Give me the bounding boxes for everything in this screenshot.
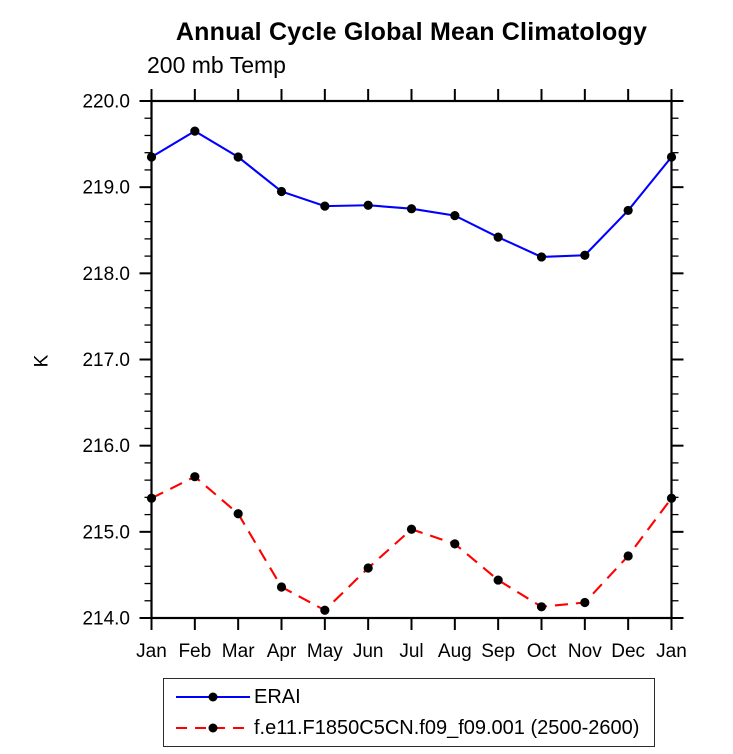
data-point-marker (363, 200, 373, 210)
x-tick-label: Aug (438, 641, 472, 662)
x-tick-label: Jan (136, 641, 167, 662)
data-point-marker (146, 493, 157, 503)
data-point-marker (233, 152, 243, 162)
model-marker-dot-icon (208, 723, 218, 733)
x-tick-label: Sep (481, 641, 515, 662)
y-tick-label: 216.0 (82, 436, 130, 457)
erai-line-sample (176, 692, 250, 702)
data-point-marker (580, 597, 590, 608)
data-point-marker (146, 152, 157, 162)
x-tick-label: Feb (178, 641, 211, 662)
x-tick-label: Mar (222, 641, 255, 662)
data-point-marker (493, 232, 503, 242)
legend-row-erai: ERAI (176, 683, 654, 712)
legend-row-model: f.e11.F1850C5CN.f09_f09.001 (2500-2600) (176, 714, 654, 743)
x-tick-label: Nov (568, 641, 602, 662)
legend-box: ERAI f.e11.F1850C5CN.f09_f09.001 (2500-2… (163, 678, 655, 747)
model-line (151, 475, 673, 612)
data-point-marker (536, 252, 547, 262)
chart-title: Annual Cycle Global Mean Climatology (175, 18, 648, 46)
data-point-marker (666, 493, 677, 503)
data-point-marker (580, 250, 590, 260)
x-tick-label: Apr (267, 641, 297, 662)
x-tick-label: Jan (656, 641, 687, 662)
data-point-marker (666, 152, 677, 162)
data-point-marker (190, 472, 200, 482)
data-point-marker (233, 509, 243, 519)
erai-line (150, 129, 673, 259)
legend-label-model: f.e11.F1850C5CN.f09_f09.001 (2500-2600) (254, 716, 640, 739)
data-point-marker (406, 524, 417, 534)
y-tick-label: 218.0 (82, 264, 130, 285)
data-point-marker (450, 539, 460, 549)
model-line-sample (176, 723, 250, 733)
y-tick-label: 214.0 (82, 609, 130, 630)
y-tick-label: 219.0 (82, 178, 130, 199)
y-tick-label: 215.0 (82, 522, 130, 543)
data-point-marker (320, 201, 330, 211)
legend-label-erai: ERAI (254, 685, 301, 708)
y-tick-label: 220.0 (82, 92, 130, 113)
data-point-marker (406, 204, 417, 214)
plot-border (150, 99, 673, 620)
data-point-marker (320, 605, 330, 615)
x-tick-label: May (307, 641, 343, 662)
y-tick-label: 217.0 (82, 350, 130, 371)
x-tick-label: Dec (611, 641, 645, 662)
x-tick-label: Jul (399, 641, 423, 662)
data-point-marker (190, 126, 200, 136)
data-point-marker (623, 551, 633, 561)
x-tick-label: Jun (353, 641, 384, 662)
chart-subtitle: 200 mb Temp (147, 52, 286, 78)
data-point-marker (276, 582, 287, 592)
data-point-marker (276, 186, 287, 197)
erai-marker-dot-icon (208, 692, 218, 702)
data-point-marker (450, 211, 460, 221)
data-point-marker (493, 575, 503, 585)
x-tick-label: Oct (527, 641, 557, 662)
data-point-marker (363, 563, 373, 573)
data-point-marker (623, 205, 633, 216)
data-point-marker (536, 602, 547, 612)
